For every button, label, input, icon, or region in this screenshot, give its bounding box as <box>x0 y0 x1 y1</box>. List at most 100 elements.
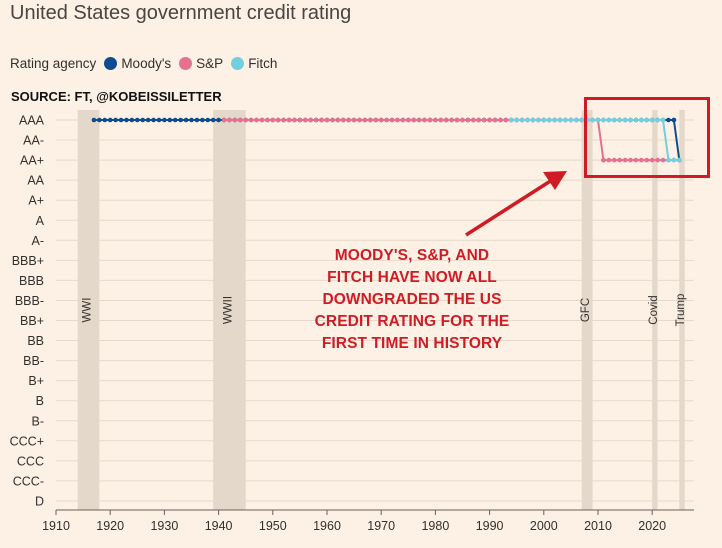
series-point-moodys <box>97 117 102 123</box>
y-tick-label: A+ <box>28 194 44 208</box>
series-point-sp <box>227 117 232 123</box>
series-point-sp <box>481 117 487 123</box>
series-point-sp <box>601 157 606 163</box>
annotation-line-3: DOWNGRADED THE US <box>322 291 502 308</box>
series-point-moodys <box>194 117 200 123</box>
legend-item-fitch: Fitch <box>231 56 277 71</box>
series-point-moodys <box>102 117 108 123</box>
series-point-moodys <box>671 117 677 123</box>
legend-text-moodys: Moody's <box>121 56 172 71</box>
series-point-sp <box>384 117 389 123</box>
series-point-moodys <box>162 117 167 123</box>
x-tick-label: 2000 <box>530 519 558 533</box>
shaded-period-trump <box>679 110 685 510</box>
series-point-moodys <box>666 117 671 123</box>
series-point-sp <box>286 117 292 123</box>
legend-swatch-moodys <box>104 57 118 70</box>
y-tick-label: CCC- <box>13 474 44 488</box>
series-point-sp <box>416 117 422 123</box>
y-tick-label: AA+ <box>20 154 44 168</box>
legend-swatch-sp <box>179 57 193 70</box>
x-axis-labels: 1910 1920 1930 1940 1950 1960 1970 1980 1990 2000… <box>42 510 666 533</box>
series-point-fitch <box>666 157 671 163</box>
period-label-wwii: WWII <box>222 296 234 324</box>
y-axis-labels: AAAAA-AA+AAA+AA-BBB+BBBBBB-BB+BBBB-B+BB-… <box>10 114 45 509</box>
series-point-sp <box>324 117 330 123</box>
series-point-fitch <box>519 117 525 123</box>
legend-swatch-fitch <box>231 57 245 70</box>
series-point-sp <box>471 117 476 123</box>
series-point-sp <box>248 117 254 123</box>
series-point-sp <box>270 117 276 123</box>
series-point-sp <box>243 117 248 123</box>
x-tick-label: 2020 <box>638 519 666 533</box>
annotation-line-4: CREDIT RATING FOR THE <box>314 313 510 330</box>
series-point-fitch <box>649 117 655 123</box>
series-point-fitch <box>601 117 606 123</box>
series-point-fitch <box>628 117 633 123</box>
series-point-moodys <box>183 117 189 123</box>
series-lines <box>91 117 682 163</box>
series-point-sp <box>400 117 406 123</box>
series-point-moodys <box>200 117 205 123</box>
series-point-sp <box>443 117 449 123</box>
series-point-fitch <box>552 117 557 123</box>
series-point-fitch <box>595 117 601 123</box>
y-tick-label: AA <box>27 174 44 188</box>
y-tick-label: A- <box>32 234 45 248</box>
series-point-sp <box>232 117 238 123</box>
series-point-sp <box>422 117 427 123</box>
series-point-fitch <box>525 117 530 123</box>
series-point-sp <box>617 157 622 163</box>
period-labels: WWI WWII GFC Covid Trump <box>82 294 687 327</box>
x-tick-label: 1940 <box>205 519 233 533</box>
series-point-fitch <box>546 117 552 123</box>
series-point-moodys <box>178 117 183 123</box>
series-point-moodys <box>113 117 118 123</box>
series-point-sp <box>406 117 411 123</box>
legend-item-moodys: Moody's <box>104 56 171 71</box>
series-point-moodys <box>210 117 216 123</box>
series-point-sp <box>639 157 644 163</box>
shaded-period-covid <box>652 110 658 510</box>
series-point-moodys <box>135 117 140 123</box>
y-tick-label: A <box>36 214 45 228</box>
series-point-sp <box>330 117 335 123</box>
x-tick-label: 1950 <box>259 519 287 533</box>
series-point-fitch <box>541 117 547 123</box>
annotation-graphics <box>465 97 710 237</box>
shaded-period-wwii <box>213 110 246 510</box>
series-point-sp <box>655 157 660 163</box>
series-point-moodys <box>189 117 194 123</box>
series-point-sp <box>319 117 324 123</box>
series-point-sp <box>660 157 666 163</box>
series-point-sp <box>389 117 395 123</box>
source-note: SOURCE: FT, @KOBEISSILETTER <box>11 89 222 104</box>
chart-title: United States government credit rating <box>10 2 352 24</box>
series-point-sp <box>644 157 650 163</box>
series-point-moodys <box>167 117 173 123</box>
series-point-sp <box>454 117 460 123</box>
series-point-sp <box>460 117 465 123</box>
y-tick-label: B- <box>32 414 45 428</box>
series-point-sp <box>433 117 438 123</box>
series-point-moodys <box>91 117 97 123</box>
annotation-text: MOODY'S, S&P, AND FITCH HAVE NOW ALL DOW… <box>298 245 526 355</box>
series-point-fitch <box>677 157 682 163</box>
series-point-sp <box>357 117 362 123</box>
y-tick-label: BBB+ <box>12 254 44 268</box>
series-point-fitch <box>574 117 579 123</box>
annotation-arrow-head <box>543 171 567 190</box>
period-label-covid: Covid <box>648 295 660 324</box>
series-point-fitch <box>655 117 660 123</box>
series-point-sp <box>427 117 433 123</box>
series-point-sp <box>335 117 341 123</box>
series-point-fitch <box>557 117 563 123</box>
series-point-fitch <box>633 117 639 123</box>
series-point-sp <box>259 117 265 123</box>
annotation-arrow-shaft <box>465 178 553 237</box>
series-point-moodys <box>216 117 221 123</box>
series-point-sp <box>395 117 400 123</box>
series-point-moodys <box>129 117 135 123</box>
